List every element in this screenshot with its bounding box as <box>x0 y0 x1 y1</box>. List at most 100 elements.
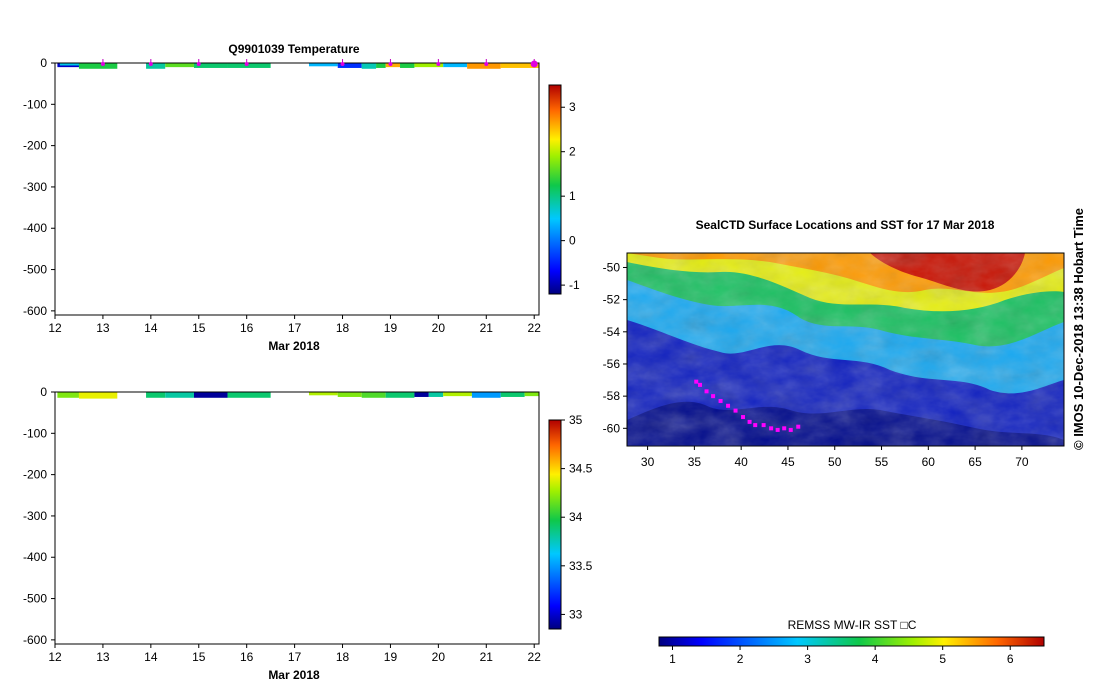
seal-location <box>697 382 702 387</box>
profile-marker <box>530 60 538 68</box>
lon-tick-label: 60 <box>922 455 936 469</box>
profile-segment <box>524 392 539 397</box>
profile-segment <box>500 63 539 68</box>
y-tick-label: -100 <box>23 97 47 111</box>
sst-map-panel: SealCTD Surface Locations and SST for 17… <box>603 218 1065 666</box>
profile-marker <box>484 62 489 66</box>
colorbar-tick-label: 33.5 <box>569 559 593 573</box>
sst-colorbar-tick-label: 3 <box>804 652 811 666</box>
x-tick-label: 18 <box>336 650 350 664</box>
y-tick-label: -200 <box>23 139 47 153</box>
lon-tick-label: 45 <box>781 455 795 469</box>
sst-colorbar-tick-label: 1 <box>669 652 676 666</box>
x-tick-label: 14 <box>144 650 158 664</box>
temperature-colorbar-ticks: 3 2 1 0 -1 <box>561 100 580 292</box>
profile-segment <box>337 63 362 68</box>
profile-marker <box>388 62 393 66</box>
profile-segment <box>146 392 166 398</box>
seal-location <box>775 427 780 432</box>
profile-segment <box>308 63 338 67</box>
x-tick-label: 20 <box>432 650 446 664</box>
salinity-panel: 0 -100 -200 -300 -400 -500 -600 12 13 14 15 16 17 18… <box>23 385 593 682</box>
x-tick-label: 13 <box>96 321 110 335</box>
seal-location <box>718 398 723 403</box>
credit-text: © IMOS 10-Dec-2018 13:38 Hobart Time <box>1071 208 1086 450</box>
colorbar-tick-label: -1 <box>569 278 580 292</box>
profile-segment <box>78 392 118 399</box>
salinity-xlabel: Mar 2018 <box>268 668 320 682</box>
sst-colorbar-label: REMSS MW-IR SST □C <box>788 618 917 632</box>
y-tick-label: -600 <box>23 304 47 318</box>
y-tick-label: -200 <box>23 468 47 482</box>
x-tick-label: 14 <box>144 321 158 335</box>
temperature-markers <box>100 59 538 68</box>
lat-tick-label: -56 <box>603 357 621 371</box>
seal-location <box>733 408 738 413</box>
lat-tick-label: -54 <box>603 325 621 339</box>
profile-segment <box>471 392 501 398</box>
colorbar-tick-label: 3 <box>569 100 576 114</box>
salinity-plot-area <box>54 391 540 645</box>
profile-segment <box>227 392 271 398</box>
temperature-y-ticks: 0 -100 -200 -300 -400 -500 -600 <box>23 56 55 318</box>
profile-marker <box>340 62 345 66</box>
colorbar-tick-label: 1 <box>569 189 576 203</box>
profile-segment <box>57 392 79 398</box>
colorbar-tick-label: 2 <box>569 145 576 159</box>
seal-track <box>694 379 801 432</box>
seal-location <box>761 423 766 428</box>
profile-segment <box>193 63 228 68</box>
sst-colorbar-tick-label: 4 <box>872 652 879 666</box>
profile-segment <box>428 392 444 397</box>
profile-segment <box>443 63 468 68</box>
profile-segment <box>500 392 525 397</box>
seal-location <box>704 389 709 394</box>
profile-segment <box>400 63 415 68</box>
colorbar-tick-label: 34.5 <box>569 462 593 476</box>
sst-colorbar-ticks: 1 2 3 4 5 6 <box>669 646 1014 666</box>
profile-segment <box>361 392 386 398</box>
sst-map-frame <box>626 252 1065 447</box>
sst-colorbar-tick-label: 5 <box>939 652 946 666</box>
seal-location <box>747 419 752 424</box>
temperature-plot-area <box>54 62 540 316</box>
y-tick-label: -500 <box>23 263 47 277</box>
salinity-x-ticks: 12 13 14 15 16 17 18 19 20 21 22 <box>48 644 541 664</box>
x-tick-label: 20 <box>432 321 446 335</box>
y-tick-label: 0 <box>40 56 47 70</box>
sst-map-title: SealCTD Surface Locations and SST for 17… <box>696 218 995 232</box>
x-tick-label: 13 <box>96 650 110 664</box>
profile-marker <box>100 62 105 66</box>
y-tick-label: -400 <box>23 221 47 235</box>
colorbar-tick-label: 34 <box>569 510 583 524</box>
salinity-segments <box>57 392 539 399</box>
x-tick-label: 16 <box>240 321 254 335</box>
sst-y-ticks: -50 -52 -54 -56 -58 -60 <box>603 260 627 435</box>
profile-segment <box>193 392 228 398</box>
lon-tick-label: 40 <box>734 455 748 469</box>
x-tick-label: 19 <box>384 321 398 335</box>
seal-location <box>741 415 746 420</box>
sst-colorbar <box>658 636 1045 647</box>
sst-colorbar-tick-label: 6 <box>1007 652 1014 666</box>
profile-segment <box>443 392 472 397</box>
y-tick-label: -500 <box>23 592 47 606</box>
lon-tick-label: 50 <box>828 455 842 469</box>
temperature-segments <box>57 63 539 69</box>
seal-location <box>694 379 699 384</box>
sst-colorbar-tick-label: 2 <box>737 652 744 666</box>
x-tick-label: 21 <box>480 321 494 335</box>
colorbar-tick-label: 35 <box>569 413 583 427</box>
x-tick-label: 12 <box>48 650 62 664</box>
temperature-xlabel: Mar 2018 <box>268 339 320 353</box>
colorbar-tick-label: 33 <box>569 607 583 621</box>
seal-location <box>796 424 801 429</box>
profile-segment <box>385 392 415 398</box>
x-tick-label: 17 <box>288 321 302 335</box>
profile-marker <box>148 62 153 66</box>
lat-tick-label: -58 <box>603 389 621 403</box>
y-tick-label: -100 <box>23 426 47 440</box>
profile-segment <box>337 392 362 397</box>
profile-segment <box>227 63 271 68</box>
